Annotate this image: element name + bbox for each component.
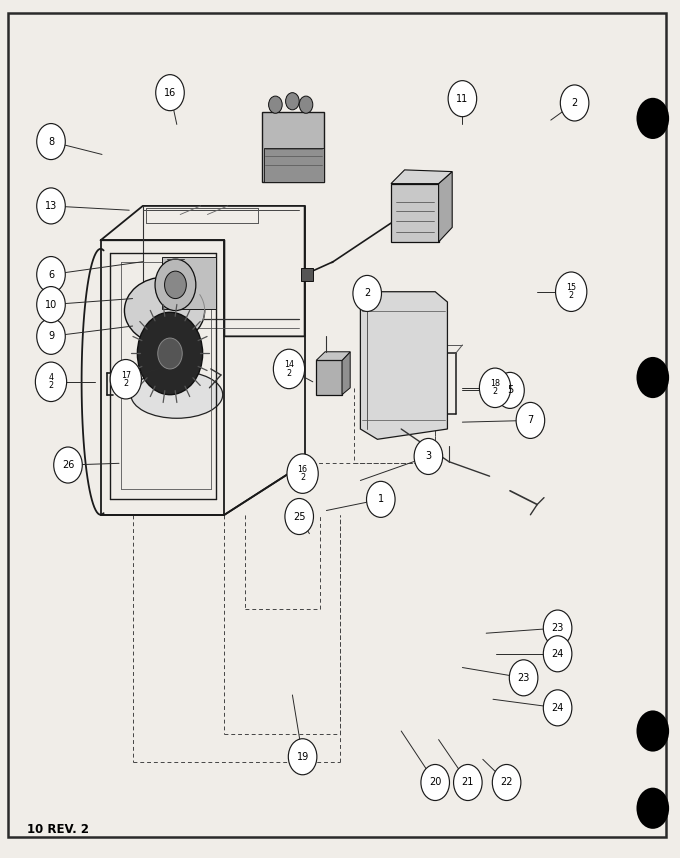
Circle shape <box>37 188 65 224</box>
Circle shape <box>509 660 538 696</box>
Circle shape <box>636 710 669 752</box>
Text: 8: 8 <box>48 136 54 147</box>
Circle shape <box>285 498 313 535</box>
Circle shape <box>492 764 521 801</box>
Ellipse shape <box>131 371 223 419</box>
Text: 22: 22 <box>500 777 513 788</box>
Circle shape <box>35 362 67 402</box>
Circle shape <box>37 287 65 323</box>
Bar <box>262 112 324 182</box>
Circle shape <box>636 357 669 398</box>
Text: 6: 6 <box>48 269 54 280</box>
Circle shape <box>37 257 65 293</box>
Text: 25: 25 <box>293 511 305 522</box>
Circle shape <box>543 610 572 646</box>
Circle shape <box>454 764 482 801</box>
Text: 20: 20 <box>429 777 441 788</box>
Circle shape <box>421 764 449 801</box>
Circle shape <box>156 75 184 111</box>
Polygon shape <box>391 170 452 184</box>
Polygon shape <box>360 292 447 439</box>
Text: 10 REV. 2: 10 REV. 2 <box>27 823 89 837</box>
Circle shape <box>367 481 395 517</box>
Text: 16
2: 16 2 <box>298 465 307 482</box>
Circle shape <box>299 96 313 113</box>
Bar <box>391 184 439 242</box>
Circle shape <box>54 447 82 483</box>
Text: 26: 26 <box>62 460 74 470</box>
Text: 3: 3 <box>425 451 432 462</box>
Text: 18
2: 18 2 <box>490 379 500 396</box>
Polygon shape <box>342 352 350 395</box>
Circle shape <box>269 96 282 113</box>
Circle shape <box>496 372 524 408</box>
Circle shape <box>287 454 318 493</box>
Text: 9: 9 <box>48 331 54 341</box>
Text: 24: 24 <box>551 703 564 713</box>
Polygon shape <box>316 352 350 360</box>
Text: 14
2: 14 2 <box>284 360 294 378</box>
Circle shape <box>636 98 669 139</box>
Circle shape <box>137 312 203 395</box>
Text: 2: 2 <box>571 98 578 108</box>
Circle shape <box>479 368 511 408</box>
Circle shape <box>414 438 443 474</box>
Text: 2: 2 <box>364 288 371 299</box>
Text: 24: 24 <box>551 649 564 659</box>
Circle shape <box>158 338 182 369</box>
Polygon shape <box>439 172 452 242</box>
Bar <box>316 360 342 395</box>
Text: 17
2: 17 2 <box>121 371 131 388</box>
Circle shape <box>543 690 572 726</box>
Circle shape <box>636 788 669 829</box>
Text: 11: 11 <box>456 94 469 104</box>
Bar <box>264 148 324 182</box>
Text: 23: 23 <box>551 623 564 633</box>
Circle shape <box>273 349 305 389</box>
Text: 4
2: 4 2 <box>48 373 54 390</box>
Circle shape <box>37 124 65 160</box>
Circle shape <box>155 259 196 311</box>
Circle shape <box>353 275 381 311</box>
Text: 16: 16 <box>164 88 176 98</box>
Circle shape <box>448 81 477 117</box>
Bar <box>162 257 216 309</box>
Circle shape <box>543 636 572 672</box>
Text: 7: 7 <box>527 415 534 426</box>
Text: 15
2: 15 2 <box>566 283 576 300</box>
Text: 13: 13 <box>45 201 57 211</box>
Circle shape <box>286 93 299 110</box>
Text: 5: 5 <box>507 385 513 396</box>
Text: 10: 10 <box>45 299 57 310</box>
Ellipse shape <box>124 277 205 344</box>
Circle shape <box>288 739 317 775</box>
Circle shape <box>556 272 587 311</box>
Text: 19: 19 <box>296 752 309 762</box>
Bar <box>301 268 313 281</box>
Text: 1: 1 <box>377 494 384 505</box>
Circle shape <box>110 360 141 399</box>
Circle shape <box>516 402 545 438</box>
Circle shape <box>37 318 65 354</box>
Text: 23: 23 <box>517 673 530 683</box>
Circle shape <box>165 271 186 299</box>
Text: 21: 21 <box>462 777 474 788</box>
Circle shape <box>560 85 589 121</box>
